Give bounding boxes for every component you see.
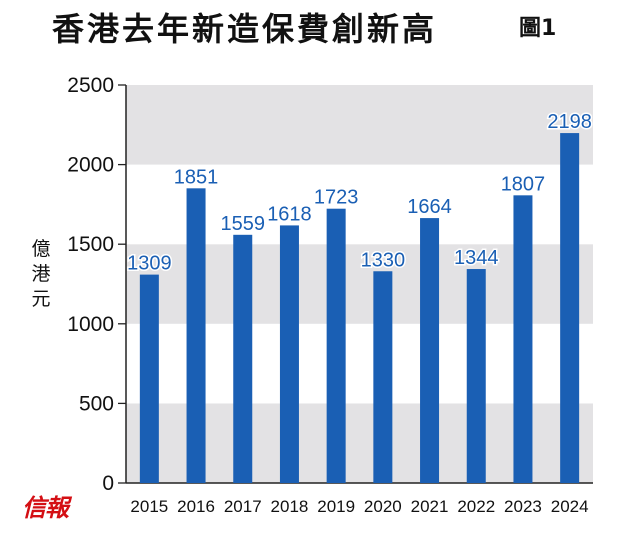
bar: [373, 271, 393, 483]
bar: [420, 218, 440, 484]
x-tick-label: 2018: [271, 497, 309, 516]
x-tick-label: 2017: [224, 497, 262, 516]
brand-logo: 信報: [22, 493, 69, 522]
x-tick-label: 2016: [177, 497, 215, 516]
data-label: 1309: [127, 253, 172, 275]
x-tick-label: 2024: [551, 497, 589, 516]
bar: [233, 234, 253, 483]
bar: [139, 274, 159, 483]
bar: [279, 225, 299, 483]
bar: [560, 133, 580, 483]
data-label: 1851: [174, 166, 219, 188]
bar: [466, 269, 486, 483]
y-tick-label: 0: [102, 472, 114, 495]
y-tick-label: 1500: [67, 233, 114, 256]
bar: [326, 208, 346, 483]
y-tick-label: 2500: [67, 74, 114, 97]
x-tick-label: 2023: [504, 497, 542, 516]
data-label: 2198: [547, 111, 592, 133]
x-tick-label: 2019: [317, 497, 355, 516]
background-band: [126, 85, 593, 165]
chart-title: 香港去年新造保費創新高: [52, 10, 438, 48]
data-label: 1723: [314, 187, 359, 209]
y-tick-label: 2000: [67, 154, 114, 177]
data-label: 1664: [407, 196, 452, 218]
y-axis-label: 億港元: [31, 238, 51, 310]
bar: [186, 188, 206, 483]
data-label: 1559: [221, 213, 266, 235]
x-tick-label: 2022: [457, 497, 495, 516]
data-label: 1807: [501, 173, 546, 195]
x-tick-label: 2020: [364, 497, 402, 516]
data-label: 1344: [454, 247, 499, 269]
figure-label: 圖1: [519, 16, 557, 41]
x-tick-label: 2015: [130, 497, 168, 516]
title-row: 香港去年新造保費創新高 圖1: [0, 4, 620, 48]
y-tick-label: 1000: [67, 313, 114, 336]
y-tick-label: 500: [79, 392, 114, 415]
x-tick-label: 2021: [411, 497, 449, 516]
data-label: 1618: [267, 203, 312, 225]
bar: [513, 195, 533, 483]
data-label: 1330: [361, 249, 406, 271]
